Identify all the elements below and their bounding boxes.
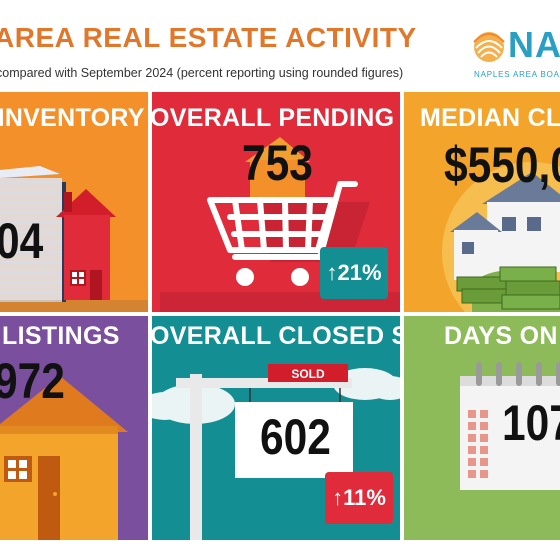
tile-pending-sales: OVERALL PENDING SALES 753 ↑21%: [150, 92, 402, 314]
tile-inventory: L INVENTORY 04: [0, 92, 150, 314]
tile-listings: LISTINGS 972: [0, 314, 150, 540]
divider: [148, 92, 152, 540]
pending-sales-change-badge: ↑21%: [320, 247, 388, 299]
page-title: AREA REAL ESTATE ACTIVITY: [0, 22, 417, 53]
closed-sales-change-badge: ↑11%: [325, 472, 393, 524]
logo-text: NA: [508, 24, 560, 65]
calendar-icon: [460, 362, 560, 490]
tile-median-closed: MEDIAN CLOSE $550,0: [402, 92, 560, 314]
divider: [400, 92, 404, 540]
logo-subtext: NAPLES AREA BOA: [474, 70, 560, 79]
house-icon: [0, 376, 128, 540]
tile-inventory-title: L INVENTORY: [0, 104, 145, 132]
arrow-up-icon: ↑: [326, 260, 338, 285]
arrow-up-icon: ↑: [332, 485, 344, 510]
tile-closed-sales-value: 602: [260, 409, 331, 465]
logo-mark-icon: [473, 32, 505, 62]
tile-closed-sales: OVERALL CLOSED SALES SOLD 602 ↑11%: [150, 314, 402, 540]
logo: NA NAPLES AREA BOA: [472, 24, 560, 84]
sold-sign-text: SOLD: [291, 367, 325, 381]
pending-sales-change: 21%: [337, 260, 382, 285]
tile-listings-title: LISTINGS: [2, 322, 120, 350]
tile-listings-value: 972: [0, 353, 65, 409]
tile-days-on-market: DAYS ON MA 107: [402, 314, 560, 540]
header: AREA REAL ESTATE ACTIVITY compared with …: [0, 0, 560, 92]
house-icon: [0, 166, 150, 314]
tile-inventory-value: 04: [0, 213, 44, 269]
house-money-icon: [442, 162, 560, 314]
sold-sign-icon: SOLD: [150, 364, 402, 540]
tile-median-closed-title: MEDIAN CLOSE: [420, 104, 560, 132]
divider: [0, 312, 560, 316]
tile-days-on-market-value: 107: [502, 395, 560, 451]
tile-days-on-market-title: DAYS ON MA: [444, 322, 560, 350]
tile-closed-sales-title: OVERALL CLOSED SALES: [150, 322, 402, 350]
tile-pending-sales-value: 753: [242, 135, 313, 191]
tile-pending-sales-title: OVERALL PENDING SALES: [150, 104, 402, 132]
tile-median-closed-value: $550,0: [444, 137, 560, 193]
closed-sales-change: 11%: [343, 485, 386, 510]
page-subtitle: compared with September 2024 (percent re…: [0, 66, 404, 80]
footer-space: [0, 540, 560, 560]
